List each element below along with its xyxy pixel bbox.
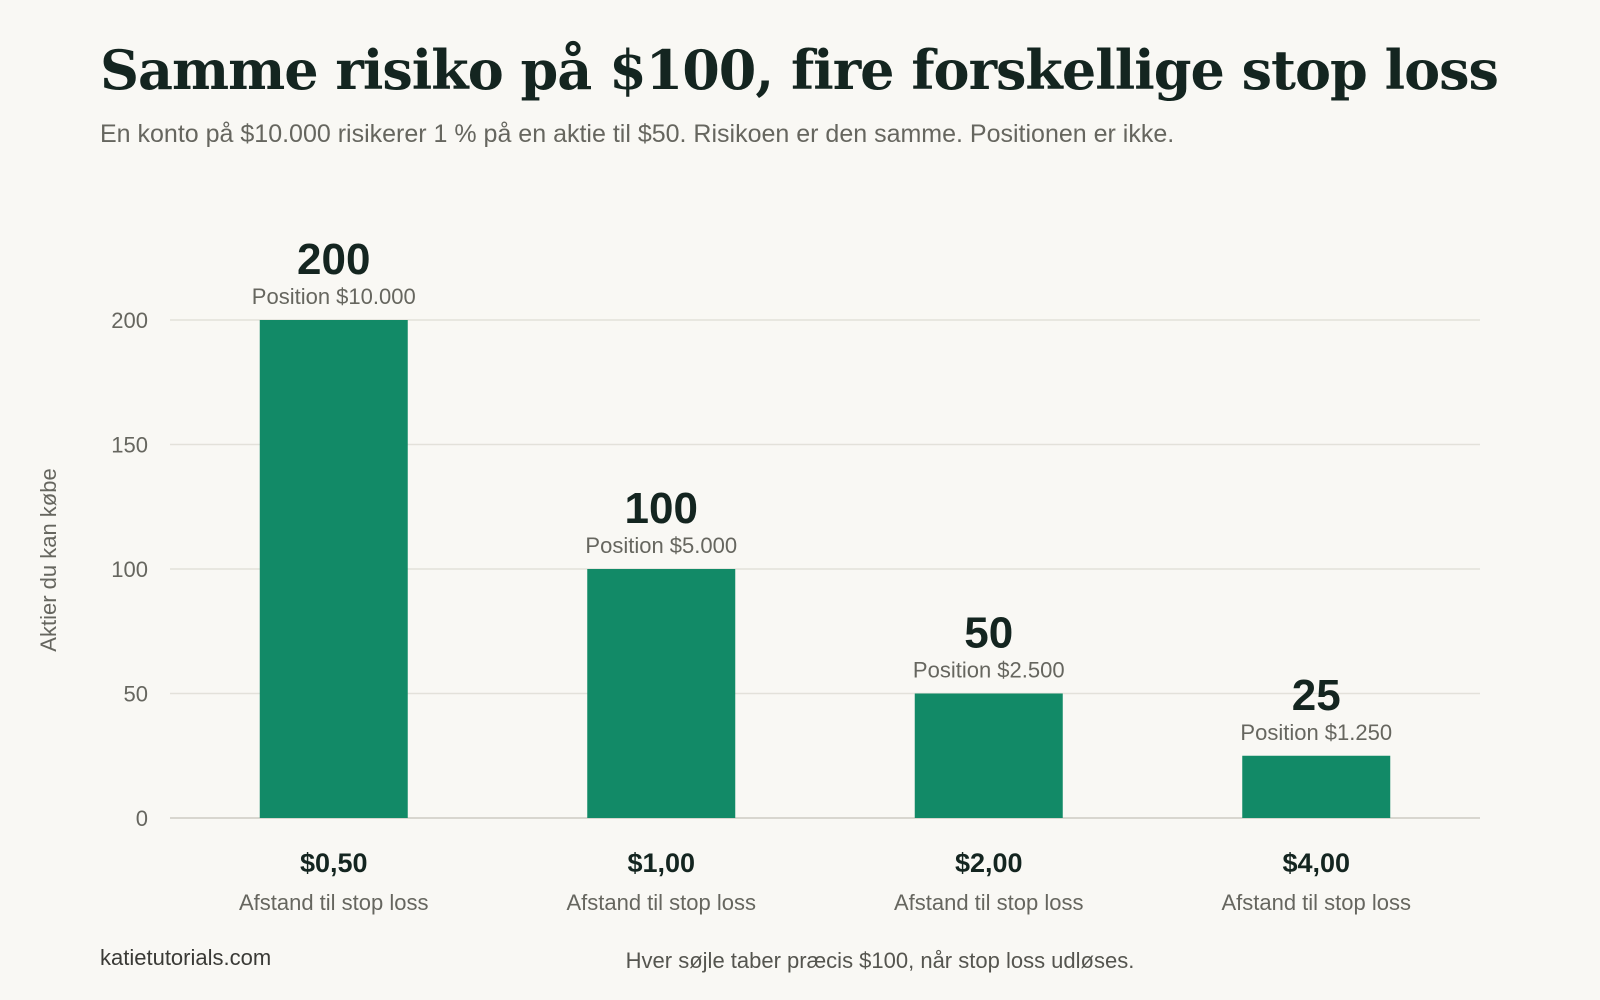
x-tick-label: $4,00 [1282, 848, 1350, 878]
y-tick-label: 100 [111, 557, 148, 582]
chart-title: Samme risiko på $100, fire forskellige s… [100, 38, 1499, 102]
bar-position-label: Position $10.000 [252, 284, 416, 309]
bar-value-label: 25 [1292, 671, 1341, 720]
bar [587, 569, 736, 818]
bar [1242, 755, 1391, 818]
x-tick-label: $1,00 [627, 848, 695, 878]
x-tick-label: $0,50 [300, 848, 368, 878]
bar-value-label: 200 [297, 235, 370, 284]
source-credit: katietutorials.com [100, 945, 272, 970]
bar-value-label: 50 [964, 609, 1013, 658]
y-tick-label: 0 [136, 806, 148, 831]
y-axis-ticks: 0 50 100 150 200 [111, 308, 148, 831]
x-tick-sublabel: Afstand til stop loss [1221, 890, 1411, 915]
y-axis-label: Aktier du kan købe [36, 468, 61, 651]
bar [914, 693, 1063, 818]
bar-position-label: Position $1.250 [1240, 720, 1392, 745]
x-tick-label: $2,00 [955, 848, 1023, 878]
bar-value-label: 100 [625, 484, 698, 533]
footer-note: Hver søjle taber præcis $100, når stop l… [625, 948, 1135, 973]
x-tick-sublabel: Afstand til stop loss [239, 890, 429, 915]
x-axis-ticks: $0,50 Afstand til stop loss $1,00 Afstand t… [239, 848, 1411, 915]
y-tick-label: 50 [124, 682, 148, 707]
chart-subtitle: En konto på $10.000 risikerer 1 % på en … [100, 120, 1175, 148]
bars [259, 320, 1391, 818]
x-tick-sublabel: Afstand til stop loss [566, 890, 756, 915]
y-tick-label: 150 [111, 433, 148, 458]
bar-position-label: Position $5.000 [585, 533, 737, 558]
x-tick-sublabel: Afstand til stop loss [894, 890, 1084, 915]
bar-position-label: Position $2.500 [913, 658, 1065, 683]
bar [259, 320, 408, 818]
y-tick-label: 200 [111, 308, 148, 333]
